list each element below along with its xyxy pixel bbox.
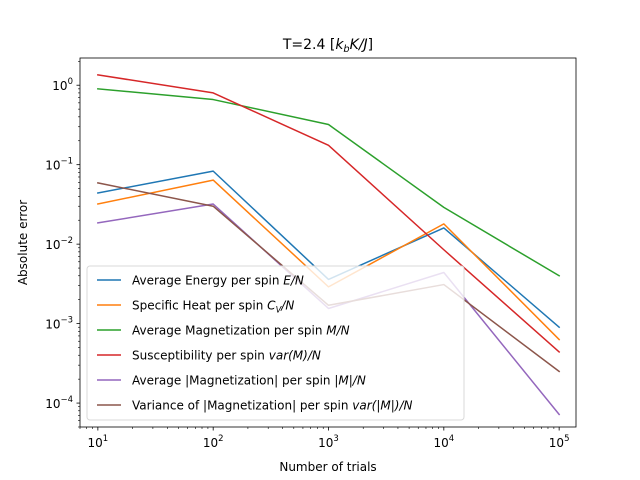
legend: Average Energy per spin E/N Specific Heat…: [86, 265, 465, 421]
x-tick-label: 105: [549, 434, 570, 450]
plot-frame: [79, 57, 577, 428]
y-tick-label: 10−1: [45, 157, 73, 173]
x-axis: 101 102 103 104 105: [79, 427, 570, 450]
y-axis-label: Absolute error: [16, 200, 30, 285]
chart-title: T=2.4 [kbK/J]: [282, 37, 373, 55]
x-axis-label: Number of trials: [279, 460, 376, 474]
y-tick-label: 10−3: [45, 316, 73, 332]
x-tick-label: 102: [203, 434, 224, 450]
y-tick-label: 10−4: [45, 395, 73, 411]
x-tick-label: 104: [433, 434, 454, 450]
legend-label: Susceptibility per spin var(M)/N: [132, 349, 321, 363]
legend-label: Average Energy per spin E/N: [132, 274, 304, 288]
legend-label: Specific Heat per spin CV/N: [132, 299, 294, 315]
x-tick-label: 101: [88, 434, 109, 450]
y-tick-label: 100: [52, 77, 73, 93]
x-tick-label: 103: [318, 434, 339, 450]
legend-label: Variance of |Magnetization| per spin var…: [132, 399, 413, 413]
legend-box: [86, 265, 465, 421]
y-tick-label: 10−2: [45, 236, 73, 252]
y-axis: 10−4 10−3 10−2 10−1 100: [45, 60, 80, 428]
legend-label: Average Magnetization per spin M/N: [132, 324, 350, 338]
legend-label: Average |Magnetization| per spin |M|/N: [132, 374, 366, 388]
